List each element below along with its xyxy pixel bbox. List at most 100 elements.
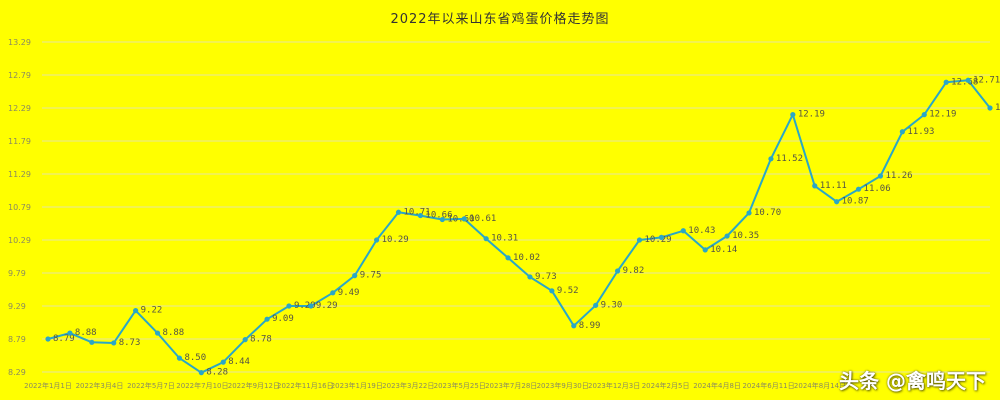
data-label: 8.28 xyxy=(206,368,228,378)
data-point xyxy=(505,255,511,261)
y-tick-label: 8.29 xyxy=(8,368,26,377)
x-tick-label: 2023年12月3日 xyxy=(588,381,640,390)
data-point xyxy=(286,303,292,309)
y-tick-label: 10.29 xyxy=(8,236,31,245)
data-label: 12.19 xyxy=(798,110,825,120)
y-tick-label: 11.29 xyxy=(8,170,31,179)
data-point xyxy=(242,337,248,343)
data-label: 8.78 xyxy=(250,335,272,345)
data-label: 9.75 xyxy=(360,271,382,281)
data-point xyxy=(45,336,51,342)
data-label: 10.61 xyxy=(469,214,496,224)
data-point xyxy=(702,247,708,253)
x-tick-label: 2022年9月12日 xyxy=(228,381,280,390)
watermark: 头条 @禽鸣天下 xyxy=(839,369,986,393)
data-point xyxy=(724,233,730,239)
data-point xyxy=(614,268,621,274)
data-point xyxy=(461,216,467,222)
data-label: 9.73 xyxy=(535,272,557,282)
data-point xyxy=(571,323,577,329)
x-tick-label: 2022年11月16日 xyxy=(277,381,334,390)
data-label: 8.88 xyxy=(163,328,185,338)
data-label: 10.60 xyxy=(447,215,474,225)
data-point xyxy=(658,234,664,240)
x-tick-label: 2024年4月8日 xyxy=(693,381,741,390)
data-label: 9.49 xyxy=(338,288,360,298)
data-point xyxy=(527,274,533,280)
y-tick-label: 10.79 xyxy=(8,203,31,212)
data-point xyxy=(680,228,686,234)
data-label: 10.70 xyxy=(754,208,781,218)
data-label: 11.52 xyxy=(776,154,803,164)
series-line xyxy=(47,79,991,374)
data-point xyxy=(308,303,314,309)
data-label: 8.79 xyxy=(53,334,75,344)
x-tick-label: 2023年3月22日 xyxy=(382,381,434,390)
data-point xyxy=(176,355,183,361)
data-point xyxy=(636,237,643,243)
data-label: 11.06 xyxy=(864,184,891,194)
data-point xyxy=(965,77,971,83)
data-point xyxy=(593,302,599,308)
data-point xyxy=(220,359,226,365)
data-point xyxy=(790,112,796,118)
data-point xyxy=(133,308,139,314)
data-label: 10.66 xyxy=(425,211,452,221)
data-label: 9.29 xyxy=(316,301,338,311)
y-tick-label: 9.79 xyxy=(8,269,26,278)
data-label: 10.14 xyxy=(710,245,737,255)
y-tick-label: 8.79 xyxy=(8,335,26,344)
data-label: 11.11 xyxy=(820,181,847,191)
x-tick-label: 2023年5月25日 xyxy=(434,381,486,390)
x-tick-label: 2023年7月28日 xyxy=(485,381,537,390)
y-tick-label: 12.29 xyxy=(8,104,31,113)
data-point xyxy=(855,186,862,192)
x-tick-label: 2022年5月7日 xyxy=(127,381,175,390)
data-point xyxy=(154,330,161,336)
data-label: 8.88 xyxy=(75,328,97,338)
data-label: 10.35 xyxy=(732,231,759,241)
data-label: 10.02 xyxy=(513,253,540,263)
data-point xyxy=(330,290,336,296)
x-tick-label: 2022年1月1日 xyxy=(24,381,72,390)
data-label: 8.50 xyxy=(184,353,206,363)
data-label: 8.44 xyxy=(228,357,250,367)
data-label: 11.93 xyxy=(907,127,934,137)
y-tick-label: 11.79 xyxy=(8,137,31,146)
data-point xyxy=(417,212,424,219)
data-point xyxy=(483,236,489,242)
data-label: 10.29 xyxy=(382,235,409,245)
y-tick-label: 9.29 xyxy=(8,302,26,311)
data-label: 10.43 xyxy=(688,226,715,236)
data-label: 12.71 xyxy=(973,75,1000,85)
x-tick-label: 2024年8月14日 xyxy=(794,381,846,390)
data-label: 10.29 xyxy=(644,235,671,245)
data-point xyxy=(439,216,445,223)
data-label: 10.31 xyxy=(491,234,518,244)
data-point xyxy=(746,210,752,216)
x-tick-label: 2023年9月30日 xyxy=(537,381,589,390)
y-tick-label: 12.79 xyxy=(8,71,31,80)
data-point xyxy=(549,288,555,294)
x-tick-label: 2024年6月11日 xyxy=(742,381,794,390)
data-point xyxy=(111,340,117,346)
y-tick-label: 13.29 xyxy=(8,38,31,47)
data-label: 9.82 xyxy=(623,266,645,276)
data-label: 10.71 xyxy=(404,207,431,217)
data-point xyxy=(374,237,380,243)
data-label: 9.52 xyxy=(557,286,579,296)
data-label: 8.73 xyxy=(119,338,141,348)
data-point xyxy=(67,330,73,336)
data-label: 12.68 xyxy=(951,77,978,87)
data-point xyxy=(198,370,204,376)
data-point xyxy=(812,183,818,189)
data-label: 12.19 xyxy=(929,110,956,120)
data-label: 9.22 xyxy=(141,306,163,316)
data-label: 9.30 xyxy=(601,300,623,310)
data-point xyxy=(943,79,949,85)
x-tick-label: 2022年3月4日 xyxy=(76,381,124,390)
data-label: 12.29 xyxy=(995,103,1000,113)
data-point xyxy=(768,156,774,162)
data-point xyxy=(834,199,840,205)
